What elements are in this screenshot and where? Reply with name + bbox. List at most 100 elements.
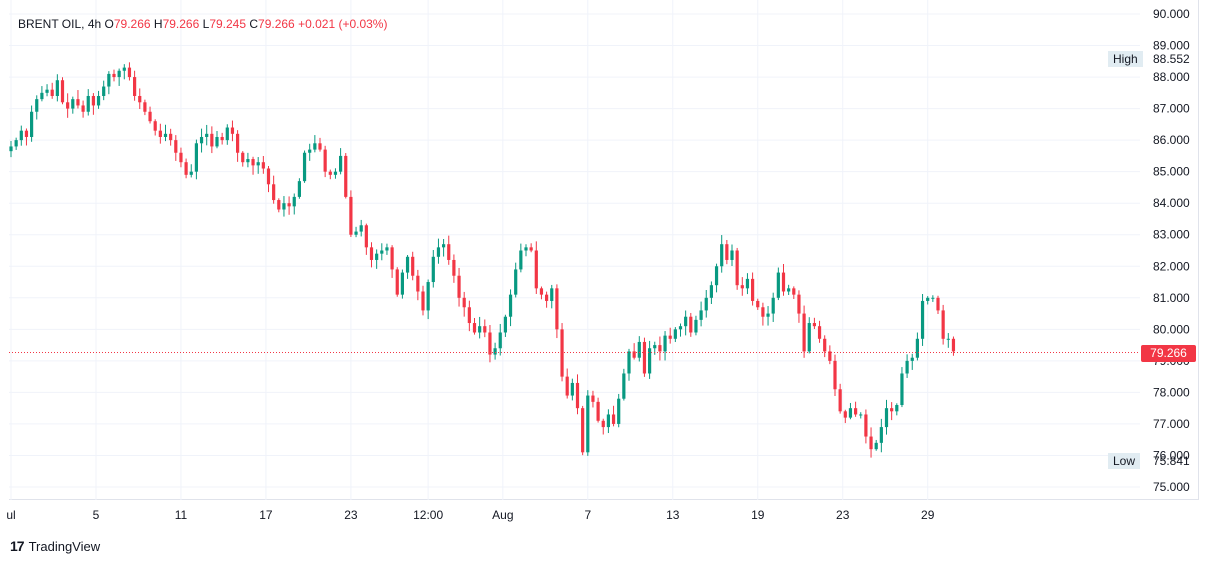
candle[interactable] <box>287 196 291 215</box>
candle[interactable] <box>230 120 235 142</box>
candle[interactable] <box>771 292 775 322</box>
candle[interactable] <box>859 412 863 419</box>
candle[interactable] <box>24 128 29 146</box>
candle[interactable] <box>684 310 688 336</box>
candle[interactable] <box>735 247 739 290</box>
candle[interactable] <box>457 267 461 307</box>
candle[interactable] <box>112 69 116 82</box>
candle[interactable] <box>30 105 34 142</box>
candle[interactable] <box>591 390 595 408</box>
candle[interactable] <box>369 242 374 268</box>
candle[interactable] <box>781 263 786 296</box>
candle[interactable] <box>714 263 719 293</box>
candle[interactable] <box>179 147 183 168</box>
candle[interactable] <box>375 249 379 269</box>
candle[interactable] <box>302 150 307 183</box>
candle[interactable] <box>333 168 338 179</box>
candle[interactable] <box>261 155 265 174</box>
candle[interactable] <box>158 123 162 144</box>
candle[interactable] <box>812 317 816 329</box>
candle[interactable] <box>869 427 873 458</box>
candle[interactable] <box>96 90 101 109</box>
candle[interactable] <box>673 327 677 343</box>
candle[interactable] <box>194 139 198 180</box>
candle[interactable] <box>730 244 734 267</box>
candle[interactable] <box>385 243 389 255</box>
candle[interactable] <box>277 198 281 213</box>
candle[interactable] <box>390 245 394 278</box>
candle[interactable] <box>555 284 559 339</box>
candle[interactable] <box>915 332 919 361</box>
candle[interactable] <box>66 93 70 118</box>
candle[interactable] <box>395 267 399 297</box>
candle[interactable] <box>797 290 801 323</box>
candle[interactable] <box>720 235 724 273</box>
candle[interactable] <box>442 239 446 257</box>
candle[interactable] <box>596 397 600 423</box>
candle[interactable] <box>127 62 132 81</box>
candles-layer[interactable] <box>9 62 956 458</box>
candle[interactable] <box>236 130 240 162</box>
candle[interactable] <box>488 324 492 363</box>
candle[interactable] <box>601 418 605 435</box>
candle[interactable] <box>60 77 65 105</box>
candle[interactable] <box>745 273 750 295</box>
candle[interactable] <box>823 335 827 358</box>
candle[interactable] <box>359 219 363 237</box>
candle[interactable] <box>890 402 894 421</box>
candle[interactable] <box>478 316 482 339</box>
candle[interactable] <box>838 383 842 414</box>
candle[interactable] <box>550 284 554 309</box>
candle[interactable] <box>910 353 914 370</box>
candle[interactable] <box>313 135 317 153</box>
candle[interactable] <box>318 137 322 152</box>
candle[interactable] <box>431 250 435 288</box>
candle[interactable] <box>946 333 950 348</box>
candle[interactable] <box>575 374 580 415</box>
candle[interactable] <box>354 226 358 238</box>
candle[interactable] <box>761 302 765 326</box>
candle[interactable] <box>467 300 471 332</box>
candle[interactable] <box>828 345 832 365</box>
candle[interactable] <box>503 314 507 337</box>
candle[interactable] <box>55 74 59 102</box>
candle[interactable] <box>498 323 502 356</box>
candle[interactable] <box>689 312 693 337</box>
candle[interactable] <box>658 336 662 361</box>
candle[interactable] <box>241 151 245 167</box>
candle[interactable] <box>900 367 904 408</box>
candle[interactable] <box>704 289 708 318</box>
candle[interactable] <box>71 96 75 114</box>
candle[interactable] <box>14 137 18 150</box>
candle[interactable] <box>405 254 410 279</box>
candle[interactable] <box>936 295 940 315</box>
candle[interactable] <box>462 291 466 317</box>
candle[interactable] <box>895 403 899 416</box>
candle[interactable] <box>854 401 858 417</box>
candle[interactable] <box>297 178 301 199</box>
candle[interactable] <box>534 241 538 294</box>
candle[interactable] <box>50 82 54 99</box>
candle[interactable] <box>884 399 889 435</box>
candle[interactable] <box>524 244 528 257</box>
candle[interactable] <box>514 262 518 298</box>
candle[interactable] <box>225 124 229 145</box>
candle[interactable] <box>699 301 703 327</box>
candle[interactable] <box>189 164 193 178</box>
candle[interactable] <box>611 405 616 427</box>
candle[interactable] <box>184 158 188 179</box>
candle[interactable] <box>931 295 935 302</box>
candle[interactable] <box>637 336 641 362</box>
candle[interactable] <box>740 277 744 296</box>
candle[interactable] <box>107 71 111 95</box>
candle[interactable] <box>133 70 137 101</box>
candle[interactable] <box>642 337 647 377</box>
candle[interactable] <box>560 323 564 382</box>
candle[interactable] <box>848 402 853 420</box>
candle[interactable] <box>725 239 729 265</box>
candle[interactable] <box>117 68 121 86</box>
candle[interactable] <box>709 281 713 304</box>
candle[interactable] <box>694 315 698 336</box>
candle[interactable] <box>668 327 672 344</box>
candle[interactable] <box>138 88 142 110</box>
